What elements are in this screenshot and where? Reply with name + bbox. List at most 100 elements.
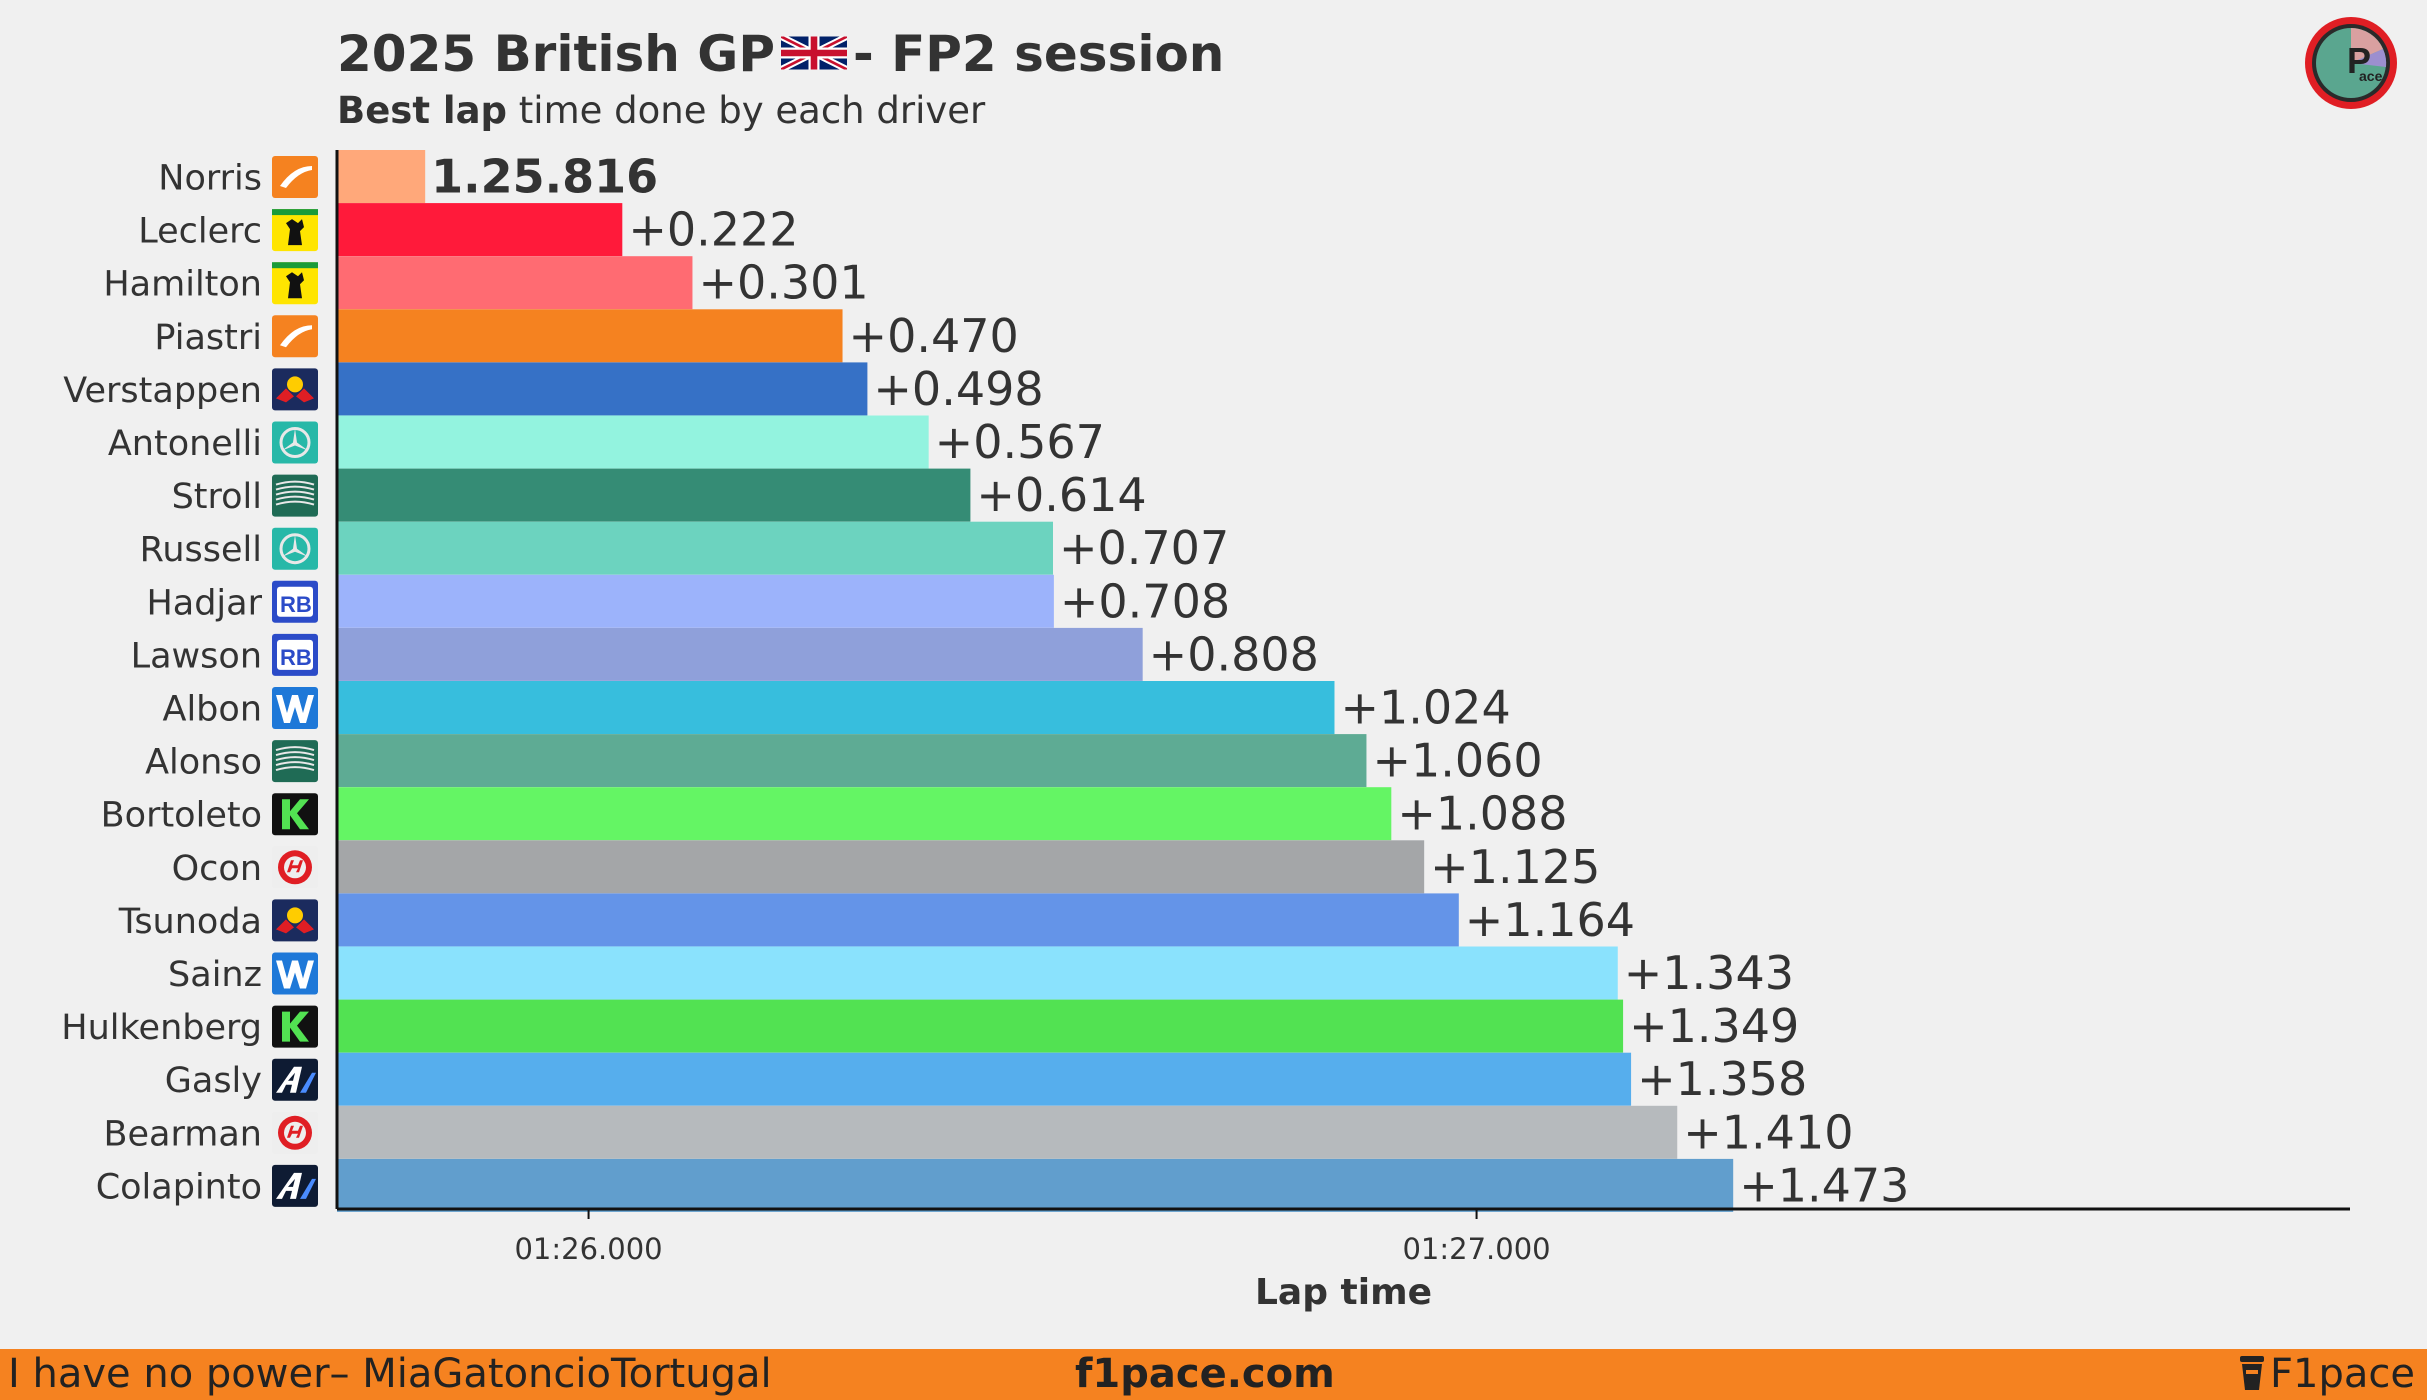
bar-hamilton bbox=[337, 256, 693, 310]
racingbulls-logo-icon: RB bbox=[272, 580, 318, 623]
bar-sainz bbox=[337, 946, 1618, 1000]
footer-brand: F1pace bbox=[2238, 1349, 2415, 1400]
driver-label: Tsunoda bbox=[118, 902, 262, 942]
bar-antonelli bbox=[337, 415, 929, 469]
svg-text:RB: RB bbox=[280, 592, 312, 617]
bar-bortoleto bbox=[337, 787, 1392, 841]
driver-label: Piastri bbox=[154, 318, 262, 358]
bar-value-label: +1.125 bbox=[1430, 840, 1600, 894]
bar-ocon bbox=[337, 840, 1425, 894]
bar-hadjar bbox=[337, 574, 1054, 628]
ferrari-logo-icon bbox=[272, 209, 318, 252]
driver-label: Norris bbox=[158, 159, 262, 199]
sauber-logo-icon bbox=[272, 793, 318, 836]
ferrari-logo-icon bbox=[272, 262, 318, 305]
mercedes-logo-icon bbox=[272, 421, 318, 464]
driver-label: Hamilton bbox=[103, 265, 262, 305]
chart-subtitle: Best lap time done by each driver bbox=[337, 86, 985, 136]
pace-logo-icon: P ace bbox=[2303, 15, 2399, 111]
bar-tsunoda bbox=[337, 893, 1459, 947]
footer-bar: I have no power– MiaGatoncioTortugal f1p… bbox=[0, 1349, 2427, 1400]
racingbulls-logo-icon: RB bbox=[272, 633, 318, 676]
bar-value-label: +1.358 bbox=[1637, 1052, 1807, 1106]
redbull-logo-icon bbox=[272, 368, 318, 411]
bar-value-label: +1.164 bbox=[1465, 893, 1635, 947]
driver-label: Leclerc bbox=[138, 212, 262, 252]
haas-logo-icon bbox=[272, 1111, 318, 1154]
x-axis-label: Lap time bbox=[1255, 1272, 1432, 1313]
driver-label: Russell bbox=[140, 530, 262, 570]
footer-website-link[interactable]: f1pace.com bbox=[1075, 1351, 1335, 1397]
haas-logo-icon bbox=[272, 846, 318, 889]
bar-value-label: +0.222 bbox=[628, 203, 798, 257]
chart-subtitle-rest: time done by each driver bbox=[507, 89, 986, 132]
bar-hulkenberg bbox=[337, 999, 1624, 1053]
mclaren-logo-icon bbox=[272, 315, 318, 358]
bar-leclerc bbox=[337, 203, 623, 257]
bar-value-label: +0.708 bbox=[1060, 574, 1230, 628]
bar-gasly bbox=[337, 1052, 1632, 1106]
bar-value-label: +1.410 bbox=[1683, 1105, 1853, 1159]
bar-value-label: +1.088 bbox=[1397, 787, 1567, 841]
astonmartin-logo-icon bbox=[272, 474, 318, 517]
sauber-logo-icon bbox=[272, 1005, 318, 1048]
uk-flag-icon bbox=[780, 22, 847, 86]
driver-label: Sainz bbox=[168, 955, 262, 995]
bar-verstappen bbox=[337, 362, 868, 416]
astonmartin-logo-icon bbox=[272, 740, 318, 783]
mclaren-logo-icon bbox=[272, 156, 318, 198]
redbull-logo-icon bbox=[272, 899, 318, 942]
driver-label: Alonso bbox=[145, 743, 262, 783]
x-tick-label: 01:26.000 bbox=[514, 1232, 662, 1266]
bar-colapinto bbox=[337, 1158, 1734, 1212]
driver-label: Stroll bbox=[172, 477, 262, 517]
driver-label: Gasly bbox=[165, 1061, 262, 1101]
bar-bearman bbox=[337, 1105, 1678, 1159]
chart-subtitle-bold: Best lap bbox=[337, 89, 508, 132]
bar-value-label: +0.614 bbox=[976, 468, 1146, 522]
bar-albon bbox=[337, 681, 1335, 734]
bar-stroll bbox=[337, 468, 971, 522]
bar-value-label: +1.473 bbox=[1739, 1158, 1909, 1212]
bar-norris bbox=[337, 150, 426, 203]
bar-value-label: +0.470 bbox=[849, 309, 1019, 363]
bar-alonso bbox=[337, 734, 1367, 788]
footer-brand-text: F1pace bbox=[2270, 1351, 2415, 1397]
cup-icon bbox=[2240, 1356, 2265, 1390]
svg-text:RB: RB bbox=[280, 645, 312, 670]
chart-title: 2025 British GP - FP2 session bbox=[337, 22, 1224, 90]
bar-russell bbox=[337, 521, 1053, 575]
driver-label: Albon bbox=[163, 690, 262, 730]
chart-title-left: 2025 British GP bbox=[337, 25, 775, 83]
williams-logo-icon bbox=[272, 952, 318, 995]
bar-lawson bbox=[337, 627, 1143, 681]
footer-credit: I have no power– MiaGatoncioTortugal bbox=[8, 1351, 772, 1397]
driver-label: Lawson bbox=[131, 636, 262, 676]
bar-value-label: +1.349 bbox=[1629, 999, 1799, 1053]
bar-value-label: +1.060 bbox=[1372, 734, 1542, 788]
alpine-logo-icon bbox=[272, 1058, 318, 1101]
svg-text:P: P bbox=[2347, 40, 2371, 81]
mercedes-logo-icon bbox=[272, 527, 318, 570]
driver-label: Antonelli bbox=[108, 424, 262, 464]
bar-value-label: +1.343 bbox=[1624, 946, 1794, 1000]
x-tick-label: 01:27.000 bbox=[1402, 1232, 1550, 1266]
driver-label: Colapinto bbox=[96, 1167, 262, 1207]
driver-label: Ocon bbox=[172, 849, 262, 889]
bar-value-label: +0.707 bbox=[1059, 521, 1229, 575]
bar-value-label: +0.301 bbox=[698, 256, 868, 310]
chart-title-right: - FP2 session bbox=[852, 25, 1225, 83]
bar-value-label: 1.25.816 bbox=[431, 150, 658, 204]
bar-chart: 1.25.816 Norris +0.222 Leclerc +0.301 Hamilto… bbox=[61, 150, 2350, 1313]
driver-label: Verstappen bbox=[63, 371, 262, 411]
driver-label: Hulkenberg bbox=[61, 1008, 262, 1048]
bar-value-label: +0.567 bbox=[935, 415, 1105, 469]
williams-logo-icon bbox=[272, 687, 318, 729]
bar-value-label: +0.498 bbox=[873, 362, 1043, 416]
driver-label: Bortoleto bbox=[101, 796, 262, 836]
driver-label: Hadjar bbox=[146, 583, 262, 623]
alpine-logo-icon bbox=[272, 1164, 318, 1207]
svg-text:ace: ace bbox=[2359, 68, 2383, 84]
driver-label: Bearman bbox=[104, 1114, 263, 1154]
bar-value-label: +0.808 bbox=[1149, 627, 1319, 681]
